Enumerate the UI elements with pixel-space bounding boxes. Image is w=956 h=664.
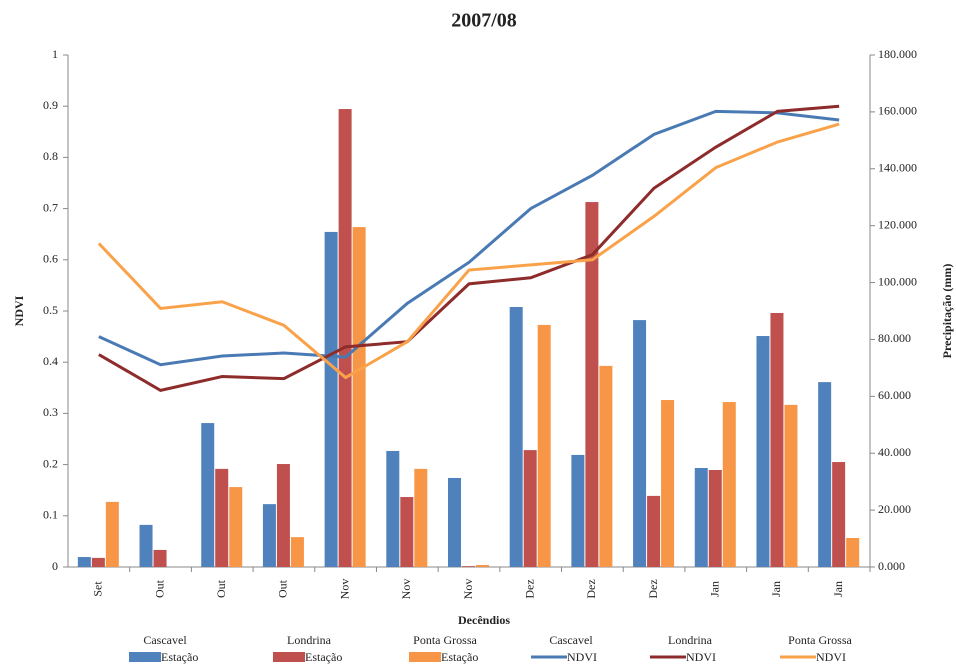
bar — [153, 549, 167, 567]
bar — [77, 557, 91, 567]
y2-tick-label: 140.000 — [878, 161, 917, 175]
x-axis-title: Decêndios — [458, 613, 510, 627]
legend-label: NDVI — [686, 650, 716, 664]
legend-label: Estação — [305, 650, 342, 664]
y-tick-label: 1 — [52, 47, 58, 61]
y-tick-label: 0.7 — [43, 200, 58, 214]
bar — [694, 468, 708, 567]
bar — [91, 557, 105, 567]
x-tick-label: Dez — [522, 579, 536, 598]
bar — [229, 487, 243, 567]
chart-title: 2007/08 — [451, 10, 517, 32]
bar — [400, 497, 414, 567]
bar — [215, 468, 229, 567]
y-tick-label: 0.8 — [43, 149, 58, 163]
line — [98, 104, 840, 392]
legend-group: Ponta Grossa — [413, 633, 477, 647]
bar — [818, 382, 832, 567]
bar — [386, 450, 400, 567]
legend-group: Cascavel — [143, 633, 187, 647]
bar — [571, 454, 585, 567]
legend-group: Londrina — [668, 633, 713, 647]
bar — [708, 470, 722, 567]
bar — [647, 495, 661, 567]
legend-group: Ponta Grossa — [788, 633, 852, 647]
legend-label: Estação — [441, 650, 478, 664]
y-axis-title: NDVI — [12, 295, 26, 326]
bar — [722, 402, 736, 567]
x-tick-label: Out — [214, 579, 228, 598]
y2-tick-label: 80.000 — [878, 331, 911, 345]
y2-tick-label: 180.000 — [878, 47, 917, 61]
y2-tick-label: 0.000 — [878, 559, 905, 573]
bar — [448, 477, 461, 567]
bar — [585, 202, 599, 567]
bar — [770, 312, 784, 567]
bar — [537, 324, 551, 567]
x-tick-label: Set — [91, 581, 105, 597]
legend-group: Londrina — [287, 633, 332, 647]
bar — [476, 565, 489, 567]
bar — [462, 566, 475, 567]
legend-swatch — [409, 652, 441, 662]
bar — [599, 365, 613, 567]
bar — [105, 501, 119, 567]
legend-label: NDVI — [567, 650, 597, 664]
bar — [784, 404, 798, 567]
bar — [523, 450, 537, 567]
y-tick-label: 0.9 — [43, 98, 58, 112]
y2-tick-label: 60.000 — [878, 388, 911, 402]
y-tick-label: 0.1 — [43, 508, 58, 522]
bar — [324, 231, 338, 567]
y2-axis-title: Precipitação (mm) — [940, 264, 954, 359]
x-tick-label: Jan — [708, 581, 722, 597]
x-tick-label: Jan — [769, 581, 783, 597]
line — [97, 122, 840, 380]
y2-tick-label: 100.000 — [878, 274, 917, 288]
legend-swatch — [129, 652, 161, 662]
bar — [139, 524, 153, 567]
y-tick-label: 0.3 — [43, 405, 58, 419]
bar — [276, 464, 290, 567]
x-tick-label: Out — [276, 579, 290, 598]
bar — [509, 307, 523, 567]
y-tick-label: 0.5 — [43, 303, 58, 317]
x-tick-label: Nov — [399, 579, 413, 600]
x-tick-label: Nov — [337, 579, 351, 600]
bar — [290, 537, 304, 567]
bar — [414, 468, 428, 567]
bar — [633, 320, 647, 567]
y-tick-label: 0.6 — [43, 252, 58, 266]
line — [98, 109, 840, 367]
bar — [201, 423, 215, 567]
legend-group: Cascavel — [549, 633, 593, 647]
bar — [846, 537, 860, 567]
x-tick-label: Dez — [584, 579, 598, 598]
bar — [338, 109, 352, 568]
y2-tick-label: 120.000 — [878, 217, 917, 231]
y-tick-label: 0.2 — [43, 456, 58, 470]
x-tick-label: Jan — [831, 581, 845, 597]
y-tick-label: 0 — [52, 559, 58, 573]
x-tick-label: Dez — [646, 579, 660, 598]
y2-tick-label: 40.000 — [878, 445, 911, 459]
x-tick-label: Out — [152, 579, 166, 598]
legend-label: Estação — [161, 650, 198, 664]
bar — [661, 400, 675, 567]
bar — [756, 336, 770, 567]
y2-tick-label: 20.000 — [878, 502, 911, 516]
legend-label: NDVI — [816, 650, 846, 664]
y-tick-label: 0.4 — [43, 354, 58, 368]
bar — [262, 504, 276, 567]
bar — [832, 462, 846, 567]
legend-swatch — [273, 652, 305, 662]
bar — [352, 227, 366, 568]
x-tick-label: Nov — [461, 579, 475, 600]
y2-tick-label: 160.000 — [878, 104, 917, 118]
